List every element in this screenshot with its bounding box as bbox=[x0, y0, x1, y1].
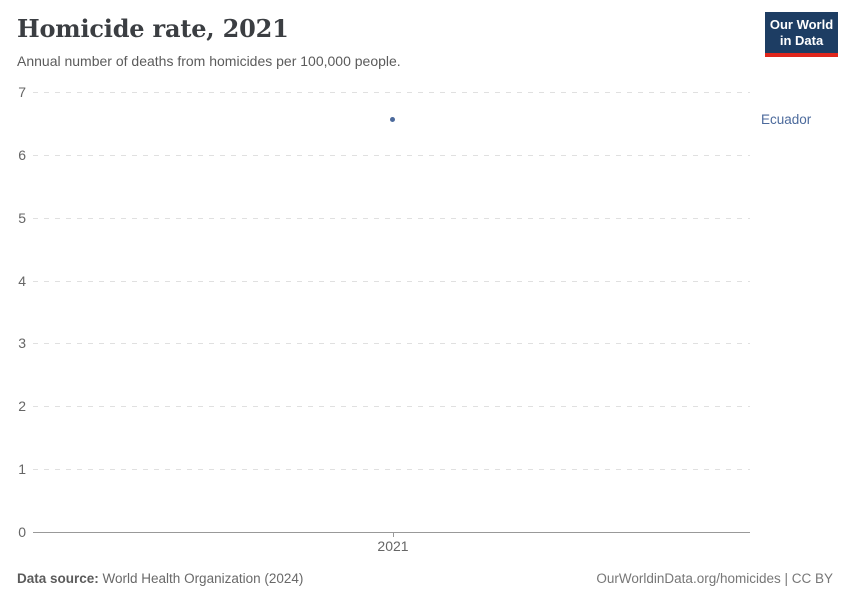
y-gridline bbox=[33, 92, 750, 93]
y-tick-label: 7 bbox=[18, 84, 26, 100]
data-source-value: World Health Organization (2024) bbox=[98, 571, 304, 586]
y-tick-label: 4 bbox=[18, 272, 26, 289]
chart-title: Homicide rate, 2021 bbox=[17, 14, 289, 43]
chart-subtitle: Annual number of deaths from homicides p… bbox=[17, 53, 401, 69]
owid-logo-line2: in Data bbox=[779, 32, 824, 48]
y-tick-label: 3 bbox=[18, 335, 26, 352]
credit-link[interactable]: OurWorldinData.org/homicides | CC BY bbox=[596, 571, 833, 586]
data-source-label: Data source: bbox=[17, 571, 99, 586]
y-tick-label: 6 bbox=[18, 146, 26, 163]
y-gridline bbox=[33, 280, 750, 282]
y-gridline bbox=[33, 154, 750, 156]
y-tick-label: 1 bbox=[18, 461, 26, 478]
owid-logo-line1: Our World bbox=[769, 16, 834, 32]
x-tick-label: 2021 bbox=[377, 538, 409, 554]
y-gridline bbox=[33, 217, 750, 219]
x-tick-mark bbox=[392, 532, 394, 537]
y-tick-label: 2 bbox=[18, 398, 26, 415]
data-source-text: Data source: World Health Organization (… bbox=[17, 571, 303, 586]
owid-logo[interactable]: Our World in Data bbox=[765, 12, 838, 57]
entity-label-ecuador[interactable]: Ecuador bbox=[761, 112, 812, 127]
data-point-ecuador[interactable] bbox=[390, 117, 395, 123]
y-tick-label: 5 bbox=[18, 209, 26, 226]
x-axis-line bbox=[33, 532, 750, 533]
y-gridline bbox=[33, 343, 750, 345]
y-gridline bbox=[33, 406, 750, 408]
y-gridline bbox=[33, 469, 750, 471]
y-tick-label: 0 bbox=[18, 524, 26, 540]
